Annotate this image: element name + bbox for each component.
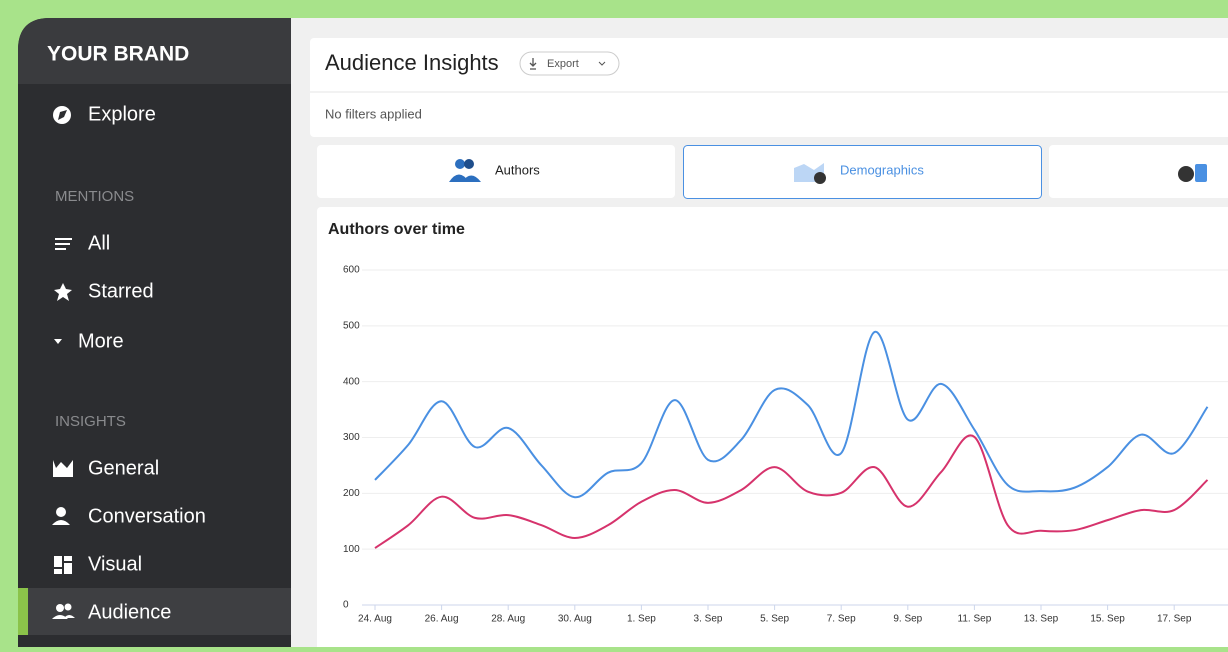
x-tick-label: 11. Sep xyxy=(958,614,992,625)
tab[interactable] xyxy=(317,145,675,198)
x-tick-label: 3. Sep xyxy=(694,614,723,625)
x-tick-label: 26. Aug xyxy=(425,614,459,625)
x-tick-label: 30. Aug xyxy=(558,614,592,625)
brand-bar xyxy=(18,18,291,84)
interests-icon xyxy=(1195,164,1207,182)
y-tick-label: 0 xyxy=(343,600,349,611)
section-heading: MENTIONS xyxy=(55,188,134,205)
series-line xyxy=(374,330,1209,499)
brand: YOUR BRAND xyxy=(47,43,189,66)
nav-item[interactable]: All xyxy=(88,232,110,254)
star-icon xyxy=(54,283,72,301)
all-icon xyxy=(55,238,72,250)
export-label[interactable]: Export xyxy=(547,58,579,70)
nav-item[interactable]: Starred xyxy=(88,280,154,302)
x-tick-label: 24. Aug xyxy=(358,614,392,625)
y-tick-label: 200 xyxy=(343,488,360,499)
download-icon xyxy=(529,58,537,70)
conversation-icon xyxy=(56,507,66,517)
authors-icon xyxy=(464,159,474,169)
tab-label[interactable]: Authors xyxy=(495,162,540,177)
page-title: Audience Insights xyxy=(325,50,499,75)
y-tick-label: 100 xyxy=(343,544,360,555)
conversation-icon xyxy=(52,520,70,525)
audience-icon xyxy=(52,615,75,619)
explore-icon xyxy=(58,110,67,120)
y-tick-label: 400 xyxy=(343,376,360,387)
chart-card xyxy=(317,207,1228,652)
x-tick-label: 15. Sep xyxy=(1090,614,1125,625)
nav-item[interactable]: General xyxy=(88,457,159,479)
y-tick-label: 600 xyxy=(343,265,360,276)
y-tick-label: 500 xyxy=(343,320,360,331)
plot: 0 100 200 300 400 500 600 24. Aug 26. Aug 28. Aug… xyxy=(343,265,1228,625)
nav-item[interactable]: Explore xyxy=(88,103,156,125)
x-tick-label: 13. Sep xyxy=(1024,614,1059,625)
filters: No filters applied xyxy=(325,106,422,121)
tab[interactable] xyxy=(1049,145,1228,198)
interests-icon xyxy=(1178,166,1194,182)
y-tick-label: 300 xyxy=(343,432,360,443)
nav-item[interactable]: Audience xyxy=(88,601,171,623)
active-row[interactable] xyxy=(18,588,291,635)
authors-icon xyxy=(449,174,481,182)
chart-title: Authors over time xyxy=(328,221,465,238)
general-icon xyxy=(53,460,73,477)
export-button[interactable] xyxy=(519,51,620,76)
audience-icon xyxy=(64,603,72,611)
audience-icon xyxy=(56,604,64,612)
active-indicator xyxy=(18,588,28,635)
nav-item[interactable]: Visual xyxy=(88,553,142,575)
x-tick-label: 7. Sep xyxy=(827,614,856,625)
nav-item[interactable]: More xyxy=(78,330,124,352)
visual-icon xyxy=(54,556,72,574)
x-tick-label: 1. Sep xyxy=(627,614,656,625)
tab-active[interactable] xyxy=(683,145,1042,199)
section-heading: INSIGHTS xyxy=(55,413,126,430)
caret-icon xyxy=(54,339,62,344)
tab-label[interactable]: Demographics xyxy=(840,162,924,177)
demographics-icon xyxy=(814,172,826,184)
x-tick-label: 17. Sep xyxy=(1157,614,1192,625)
chevron xyxy=(598,61,606,66)
x-tick-label: 5. Sep xyxy=(760,614,789,625)
nav-item[interactable]: Conversation xyxy=(88,505,206,527)
x-tick-label: 28. Aug xyxy=(491,614,525,625)
x-tick-label: 9. Sep xyxy=(893,614,922,625)
series-line xyxy=(374,434,1209,549)
authors-icon xyxy=(455,159,465,169)
